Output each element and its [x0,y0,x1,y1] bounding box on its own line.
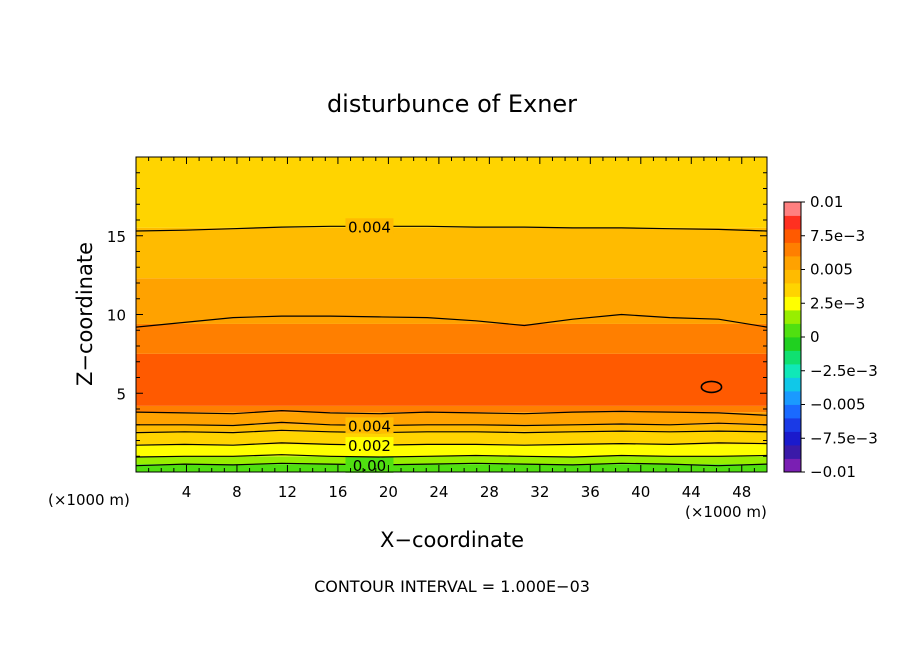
plot-area [136,157,767,472]
contour-band-10 [136,227,767,279]
contour-line-0 [135,462,768,467]
colorbar-segment-0 [784,458,801,473]
x-tick-label-11: 48 [732,483,751,501]
y-tick-label-1: 10 [107,307,126,325]
colorbar-segment-11 [784,310,801,324]
colorbar-segment-14 [784,269,801,284]
x-axis-unit-right: (×1000 m) [685,503,767,521]
contour-interval-note: CONTOUR INTERVAL = 1.000E−03 [314,577,590,596]
colorbar-tick-label-1: 7.5e−3 [810,227,865,245]
x-tick-label-9: 40 [631,483,650,501]
colorbar-segment-5 [784,391,801,405]
colorbar-tick-label-4: 0 [810,328,820,346]
contour-label-bg-4 [345,417,394,434]
contour-band-9 [136,278,767,324]
contour-label-4: 0.004 [348,417,391,435]
colorbar-tick-label-8: −0.01 [810,463,856,481]
colorbar-segment-19 [784,202,801,216]
y-tick-label-0: 5 [116,385,126,403]
colorbar-tick-label-6: −0.005 [810,396,866,414]
contour-label-0: 0.00 [353,457,386,475]
colorbar-segment-17 [784,229,801,243]
x-tick-label-8: 36 [581,483,600,501]
contour-band-1 [136,456,767,465]
contour-band-8 [136,323,767,354]
colorbar-segment-8 [784,350,801,365]
x-tick-label-6: 28 [480,483,499,501]
contour-line-2 [135,442,768,446]
contour-band-7 [136,353,767,406]
contour-label-7: 0.004 [348,218,391,236]
x-tick-label-7: 32 [530,483,549,501]
colorbar-segment-10 [784,323,801,338]
colorbar: 0.01 7.5e−3 0.005 2.5e−3 0 −2.5e−3 −0.005 −7.5e… [783,193,878,481]
x-tick-label-1: 8 [232,483,242,501]
contour-line-5 [135,409,768,416]
contour-label-bg-2 [345,437,394,454]
x-tick-label-3: 16 [328,483,347,501]
x-tick-label-0: 4 [182,483,192,501]
colorbar-segment-4 [784,404,801,419]
contour-line-4 [136,421,768,427]
contour-line-1 [135,454,768,458]
colorbar-segment-1 [784,445,801,459]
colorbar-segment-7 [784,364,801,378]
colorbar-tick-label-3: 2.5e−3 [810,294,865,312]
y-tick-label-2: 15 [107,228,126,246]
colorbar-tick-label-7: −7.5e−3 [810,429,878,447]
colorbar-segment-13 [784,283,801,297]
colorbar-segment-15 [784,256,801,270]
colorbar-tick-label-5: −2.5e−3 [810,362,878,380]
colorbar-tick-label-2: 0.005 [810,261,853,279]
colorbar-segment-3 [784,418,801,432]
closed-contour [700,380,723,394]
contour-band-11 [136,157,767,228]
contour-band-5 [136,412,767,425]
y-axis-label: Z−coordinate [73,242,97,386]
colorbar-segment-6 [784,377,801,392]
x-axis-label: X−coordinate [380,528,524,552]
colorbar-segment-9 [784,337,801,351]
colorbar-tick-label-0: 0.01 [810,193,843,211]
colorbar-segment-18 [784,215,801,230]
chart-title: disturbunce of Exner [327,90,577,118]
x-tick-label-4: 20 [379,483,398,501]
contour-line-6 [135,313,768,328]
contour-band-6 [136,405,767,413]
x-tick-label-2: 12 [278,483,297,501]
contour-label-bg-7 [345,218,394,235]
contour-line-3 [135,429,768,434]
x-tick-label-10: 44 [682,483,701,501]
x-tick-label-5: 24 [429,483,448,501]
contour-lines: 0.00 0.002 0.004 0.004 [135,218,768,475]
colorbar-segment-16 [784,242,801,257]
contour-label-bg-0 [345,456,394,473]
contour-band-2 [136,444,767,457]
x-axis-unit-left: (×1000 m) [48,491,130,509]
contour-label-2: 0.002 [348,437,391,455]
colorbar-segment-2 [784,431,801,446]
contour-band-3 [136,431,767,445]
contour-band-4 [136,424,767,432]
contour-line-7 [135,225,768,232]
colorbar-segment-12 [784,296,801,311]
